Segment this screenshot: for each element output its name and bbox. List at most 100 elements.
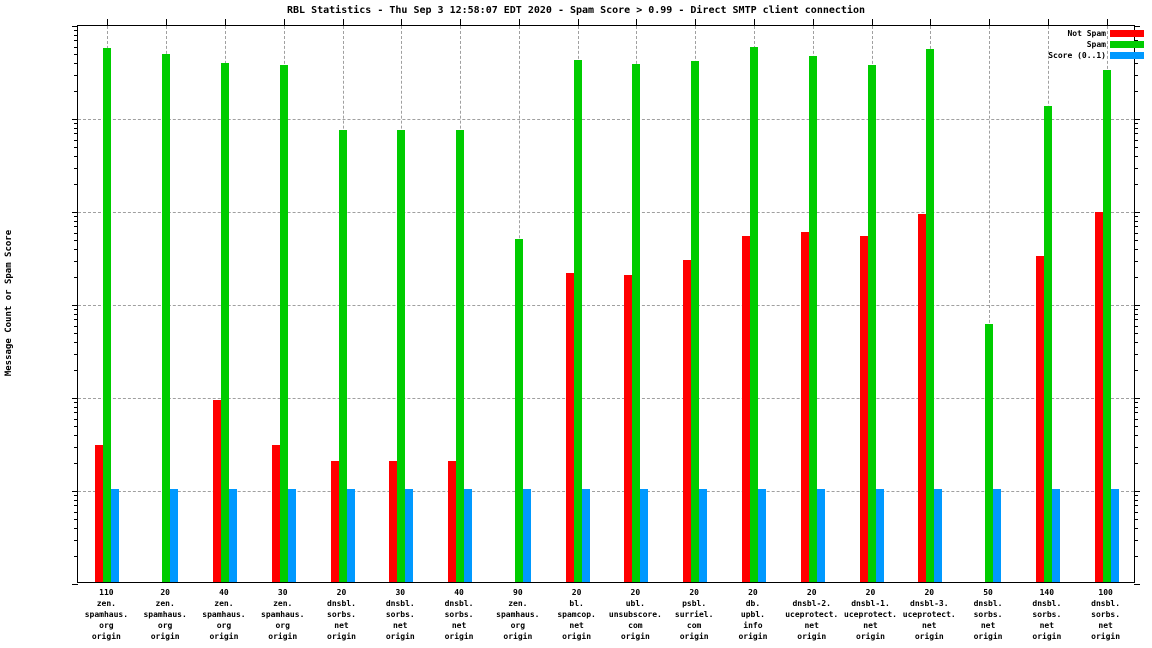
- x-axis-group-label-line: ubl.: [625, 599, 645, 608]
- bar-not-spam: [330, 461, 339, 582]
- x-axis-tick: [989, 19, 991, 26]
- x-axis-group-label-line: origin: [209, 632, 239, 641]
- x-axis-group-label-line: dnsbl-2.: [792, 599, 831, 608]
- y-axis-minor-tick: [1134, 128, 1138, 129]
- y-axis-minor-tick: [1134, 146, 1138, 148]
- x-axis-tick: [812, 19, 814, 26]
- x-axis-tick: [930, 19, 932, 26]
- x-axis-group-label: 40 dnsbl. sorbs. net origin: [414, 587, 504, 642]
- x-axis-group-label: 20 bl. spamcop. net origin: [532, 587, 622, 642]
- y-axis-minor-tick: [74, 314, 78, 315]
- x-axis-group-label-line: 20: [748, 588, 758, 597]
- y-axis-minor-tick: [74, 500, 78, 501]
- y-axis-tick: [1134, 212, 1140, 213]
- bar-not-spam: [389, 461, 398, 582]
- y-axis-minor-tick: [74, 435, 78, 436]
- bar-score-0-1: [170, 489, 179, 582]
- x-axis-group-label: 20 dnsbl-3. uceprotect. net origin: [884, 587, 974, 642]
- y-axis-minor-tick: [1134, 309, 1138, 311]
- y-axis-minor-tick: [74, 463, 78, 464]
- y-axis-minor-tick: [1134, 156, 1138, 157]
- legend-label: Spam: [1086, 39, 1106, 49]
- legend-item: Score (0..1): [1048, 50, 1144, 60]
- x-axis-group-label-line: zen.: [96, 599, 116, 608]
- bar-not-spam: [683, 260, 692, 582]
- x-axis-group-label-line: spamcop.: [557, 610, 596, 619]
- y-axis-minor-tick: [1134, 332, 1138, 334]
- bar-spam: [691, 61, 700, 582]
- y-axis-label: Message Count or Spam Score: [4, 229, 14, 377]
- bar-spam: [632, 64, 641, 582]
- x-axis-group-label-line: sorbs.: [327, 610, 356, 619]
- y-axis-minor-tick: [1134, 232, 1138, 234]
- y-axis-minor-tick: [74, 53, 78, 55]
- x-axis-group-label-line: dnsbl.: [444, 599, 474, 608]
- x-axis-tick: [460, 19, 462, 26]
- x-axis-group-label-line: com: [628, 621, 643, 630]
- y-axis-minor-tick: [1134, 528, 1138, 529]
- y-axis-minor-tick: [1134, 518, 1138, 520]
- y-axis-minor-tick: [1134, 74, 1138, 76]
- bar-spam: [749, 47, 758, 582]
- x-axis-group-label-line: spamhaus.: [143, 610, 187, 619]
- x-axis-group-label-line: origin: [562, 632, 592, 641]
- x-axis-group-label-line: origin: [914, 632, 944, 641]
- y-axis-minor-tick: [1134, 167, 1138, 169]
- x-axis-group-label-line: zen.: [214, 599, 234, 608]
- x-axis-group-label-line: dnsbl.: [385, 599, 415, 608]
- legend-swatch: [1110, 51, 1144, 59]
- x-axis-group-label-line: 40: [454, 588, 464, 597]
- x-axis-group-label-line: bl.: [569, 599, 584, 608]
- legend-label: Not Spam: [1067, 28, 1106, 38]
- y-axis-tick: [72, 119, 78, 120]
- bar-not-spam: [95, 444, 104, 582]
- bar-spam: [985, 323, 994, 582]
- x-axis-group-label-line: net: [1039, 621, 1055, 630]
- x-axis-group-label-line: 20: [571, 588, 582, 597]
- y-axis-minor-tick: [74, 319, 78, 321]
- x-axis-tick: [871, 19, 873, 26]
- x-axis-group-label-line: origin: [1032, 632, 1062, 641]
- bar-spam: [926, 48, 935, 582]
- y-axis-tick: [72, 584, 78, 585]
- x-axis-group-label-line: 100: [1098, 588, 1113, 597]
- y-axis-minor-tick: [74, 332, 78, 334]
- y-axis-minor-tick: [74, 556, 78, 557]
- y-axis-minor-tick: [74, 260, 78, 262]
- x-axis-group-label: 30 zen. spamhaus. org origin: [238, 587, 328, 642]
- x-axis-group-label-line: net: [451, 621, 467, 630]
- y-axis-minor-tick: [1134, 123, 1138, 125]
- x-axis-group-label-line: net: [1098, 621, 1113, 630]
- bar-score-0-1: [581, 489, 590, 582]
- x-axis-group-label: 20 dnsbl. sorbs. net origin: [297, 587, 387, 642]
- legend-label: Score (0..1): [1048, 50, 1106, 60]
- x-axis-group-label-line: upbl.: [740, 610, 765, 619]
- x-axis-tick: [283, 19, 285, 26]
- bar-spam: [338, 130, 347, 582]
- x-axis-group-label-line: net: [922, 621, 937, 630]
- x-axis-group-label: 140 dnsbl. sorbs. net origin: [1002, 587, 1092, 642]
- y-axis-minor-tick: [1134, 63, 1138, 64]
- y-axis-minor-tick: [1134, 463, 1138, 464]
- bar-spam: [103, 48, 112, 582]
- chart-legend: Not Spam Spam Score (0..1): [1048, 28, 1144, 61]
- x-axis-group-label: 20 db. upbl. info origin: [708, 587, 798, 642]
- gridline-horizontal: [78, 398, 1134, 399]
- y-axis-minor-tick: [1134, 226, 1138, 228]
- bar-not-spam: [565, 273, 574, 582]
- x-axis-group-label: 50 dnsbl. sorbs. net origin: [943, 587, 1033, 642]
- y-axis-minor-tick: [74, 277, 78, 278]
- x-axis-group-label-line: origin: [620, 632, 650, 641]
- x-axis-group-label-line: origin: [91, 632, 121, 641]
- y-axis-minor-tick: [74, 216, 78, 218]
- bar-spam: [1102, 70, 1111, 582]
- y-axis-minor-tick: [1134, 139, 1138, 141]
- y-axis-minor-tick: [1134, 407, 1138, 408]
- y-axis-minor-tick: [74, 342, 78, 343]
- x-axis-group-label-line: sorbs.: [1091, 610, 1121, 619]
- y-axis-minor-tick: [1134, 221, 1138, 222]
- y-axis-minor-tick: [74, 221, 78, 222]
- bar-score-0-1: [228, 489, 237, 582]
- y-axis-tick: [72, 491, 78, 492]
- x-axis-group-label-line: 20: [160, 588, 170, 597]
